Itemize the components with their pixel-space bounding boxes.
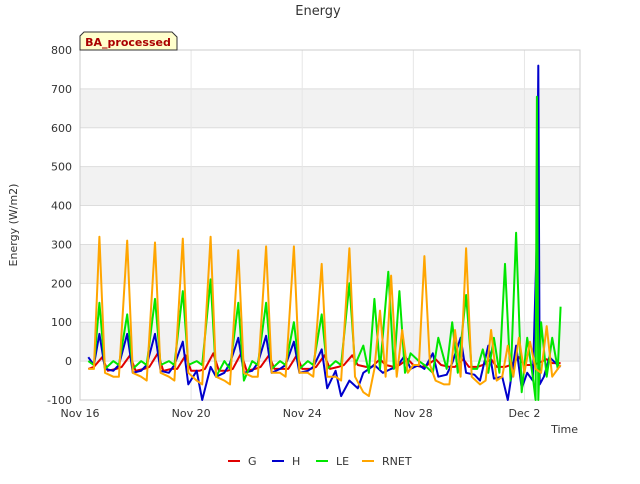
- y-tick-label: 500: [51, 161, 72, 174]
- y-tick-label: -100: [47, 394, 72, 407]
- x-tick-label: Nov 24: [283, 407, 322, 420]
- y-tick-label: 800: [51, 44, 72, 57]
- series-line-rnet: [88, 235, 562, 398]
- y-axis-ticks: -100 0 100 200 300 400 500 600 700 800: [47, 44, 72, 407]
- legend: G H LE RNET: [228, 455, 412, 468]
- y-tick-label: 700: [51, 83, 72, 96]
- plot-frame: [79, 49, 581, 401]
- background-band: [80, 88, 580, 128]
- background-band: [80, 244, 580, 284]
- x-axis-ticks: Nov 16 Nov 20 Nov 24 Nov 28 Dec 2: [61, 407, 541, 420]
- x-axis-label: Time: [550, 423, 578, 436]
- series-line-le: [87, 95, 562, 401]
- chart-title: Energy: [295, 4, 341, 19]
- series-lines: [87, 64, 562, 401]
- background-band: [80, 166, 580, 206]
- x-tick-label: Dec 2: [509, 407, 541, 420]
- x-tick-label: Nov 20: [172, 407, 211, 420]
- x-tick-label: Nov 28: [394, 407, 433, 420]
- y-tick-label: 200: [51, 277, 72, 290]
- background-bands: [80, 88, 580, 362]
- legend-label-rnet: RNET: [382, 455, 412, 468]
- badge-box: [79, 31, 178, 51]
- y-axis-label: Energy (W/m2): [7, 184, 20, 267]
- y-tick-label: 400: [51, 200, 72, 213]
- badge-label: BA_processed: [85, 36, 171, 49]
- y-tick-label: 100: [51, 316, 72, 329]
- legend-label-g: G: [248, 455, 257, 468]
- processing-badge: BA_processed: [79, 31, 178, 51]
- background-band: [80, 322, 580, 362]
- legend-label-h: H: [292, 455, 300, 468]
- x-tick-label: Nov 16: [61, 407, 100, 420]
- series-line-g: [87, 352, 561, 372]
- y-tick-label: 0: [65, 355, 72, 368]
- y-tick-label: 600: [51, 122, 72, 135]
- legend-label-le: LE: [336, 455, 349, 468]
- y-tick-label: 300: [51, 238, 72, 251]
